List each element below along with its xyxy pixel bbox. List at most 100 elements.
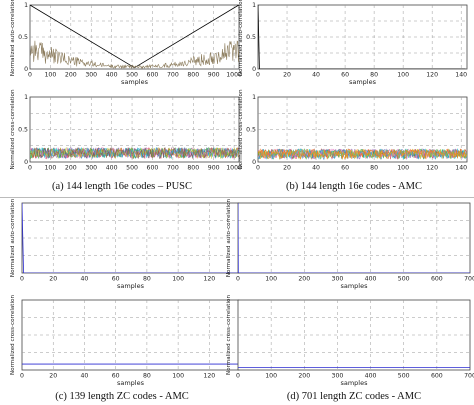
- x-tick-label: 1000: [226, 72, 242, 79]
- x-tick-label: 100: [45, 72, 57, 79]
- x-tick-label: 100: [397, 165, 409, 172]
- y-axis-label: Normalized cross-correlation: [10, 89, 16, 169]
- noise-series-line: [30, 146, 239, 159]
- chart-c-auto: 0 20 40 60 80 100 120 samples Normalized auto-co…: [10, 198, 240, 290]
- y-axis-label: Normalized cross-correlation: [226, 295, 232, 375]
- section-separator: [0, 197, 474, 198]
- series-line: [22, 203, 238, 273]
- x-tick-label: 500: [126, 72, 138, 79]
- caption-b: (b) 144 length 16e codes - AMC: [286, 181, 422, 192]
- x-tick-label: 0: [20, 276, 24, 283]
- x-tick-label: 700: [464, 276, 474, 283]
- x-tick-label: 300: [85, 72, 97, 79]
- chart-a-cross: 0 100 200 300 400 500 600 700 800 900 1000 0 0.5 1 Nor…: [10, 89, 242, 171]
- noise-series-line: [30, 146, 239, 159]
- x-tick-label: 100: [45, 165, 57, 172]
- x-tick-label: 700: [464, 373, 474, 380]
- x-tick-label: 800: [187, 72, 199, 79]
- data-group: [258, 148, 467, 161]
- x-tick-label: 100: [397, 72, 409, 79]
- x-tick-label: 0: [256, 165, 260, 172]
- caption-d: (d) 701 length ZC codes - AMC: [286, 391, 422, 402]
- x-tick-label: 0: [256, 72, 260, 79]
- chart-c-cross: 0 20 40 60 80 100 120 samples Normalized cross-c…: [10, 295, 240, 387]
- x-axis-label: samples: [349, 78, 377, 86]
- x-axis-label: samples: [117, 282, 145, 290]
- x-tick-label: 200: [298, 276, 310, 283]
- x-tick-label: 800: [187, 165, 199, 172]
- x-tick-label: 40: [312, 165, 320, 172]
- x-tick-label: 80: [370, 72, 378, 79]
- x-tick-label: 120: [203, 276, 215, 283]
- x-tick-label: 120: [203, 373, 215, 380]
- chart-a-auto: 0 100 200 300 400 500 600 700 800 900 1000 0 0.5 1 sam…: [10, 0, 242, 86]
- y-tick-label: 1: [252, 2, 256, 9]
- x-tick-label: 60: [112, 276, 120, 283]
- data-group: [30, 146, 239, 160]
- x-tick-label: 40: [81, 373, 89, 380]
- chart-d-auto: 0 100 200 300 400 500 600 700 samples Normalized …: [226, 198, 474, 290]
- x-axis-label: samples: [340, 379, 368, 387]
- chart-b-auto: 0 20 40 60 80 100 120 140 0 0.5 1 samples Normalized…: [238, 0, 468, 86]
- x-tick-label: 500: [398, 373, 410, 380]
- x-tick-label: 20: [49, 276, 57, 283]
- x-tick-label: 200: [298, 373, 310, 380]
- series-line: [258, 5, 466, 69]
- x-tick-label: 600: [431, 276, 443, 283]
- y-axis-label: Normalized cross-correlation: [238, 89, 244, 169]
- x-tick-label: 600: [431, 373, 443, 380]
- x-tick-label: 140: [455, 165, 467, 172]
- x-tick-label: 300: [85, 165, 97, 172]
- x-tick-label: 0: [20, 373, 24, 380]
- y-axis-label: Normalized auto-correlation: [226, 198, 232, 277]
- y-tick-label: 0: [24, 66, 28, 73]
- x-tick-label: 400: [365, 373, 377, 380]
- noise-series-line: [258, 148, 467, 161]
- data-group: [238, 203, 470, 273]
- y-tick-label: 1: [252, 94, 256, 101]
- x-tick-label: 80: [143, 276, 151, 283]
- x-tick-label: 700: [167, 165, 179, 172]
- x-tick-label: 500: [126, 165, 138, 172]
- x-tick-label: 80: [143, 373, 151, 380]
- noise-series-line: [258, 148, 467, 160]
- y-tick-label: 0: [24, 159, 28, 166]
- x-tick-label: 60: [341, 72, 349, 79]
- y-axis-label: Normalized auto-correlation: [10, 198, 16, 277]
- x-tick-label: 700: [167, 72, 179, 79]
- x-tick-label: 40: [312, 72, 320, 79]
- y-tick-label: 0: [252, 66, 256, 73]
- x-tick-label: 600: [147, 72, 159, 79]
- x-tick-label: 900: [208, 72, 220, 79]
- x-tick-label: 500: [398, 276, 410, 283]
- x-tick-label: 200: [65, 72, 77, 79]
- x-tick-label: 20: [283, 165, 291, 172]
- x-tick-label: 400: [106, 72, 118, 79]
- x-tick-label: 0: [236, 276, 240, 283]
- y-tick-label: 0.5: [18, 127, 28, 134]
- x-tick-label: 200: [65, 165, 77, 172]
- x-tick-label: 400: [365, 276, 377, 283]
- caption-c: (c) 139 length ZC codes - AMC: [55, 391, 189, 402]
- x-tick-label: 20: [283, 72, 291, 79]
- y-tick-label: 1: [24, 2, 28, 9]
- x-tick-label: 0: [236, 373, 240, 380]
- y-axis-label: Normalized auto-correlation: [238, 0, 244, 76]
- x-tick-label: 300: [332, 373, 344, 380]
- x-tick-label: 140: [455, 72, 467, 79]
- x-tick-label: 1000: [226, 165, 242, 172]
- y-tick-label: 0.5: [246, 127, 256, 134]
- x-tick-label: 100: [172, 373, 184, 380]
- y-axis-label: Normalized auto-correlation: [10, 0, 16, 76]
- x-tick-label: 60: [112, 373, 120, 380]
- data-group: [22, 203, 238, 273]
- x-tick-label: 0: [28, 72, 32, 79]
- x-tick-label: 100: [265, 276, 277, 283]
- data-group: [30, 5, 239, 69]
- x-tick-label: 80: [370, 165, 378, 172]
- series-line: [30, 40, 239, 69]
- chart-d-cross: 0 100 200 300 400 500 600 700 samples Normalized …: [226, 295, 474, 387]
- x-tick-label: 60: [341, 165, 349, 172]
- x-tick-label: 100: [172, 276, 184, 283]
